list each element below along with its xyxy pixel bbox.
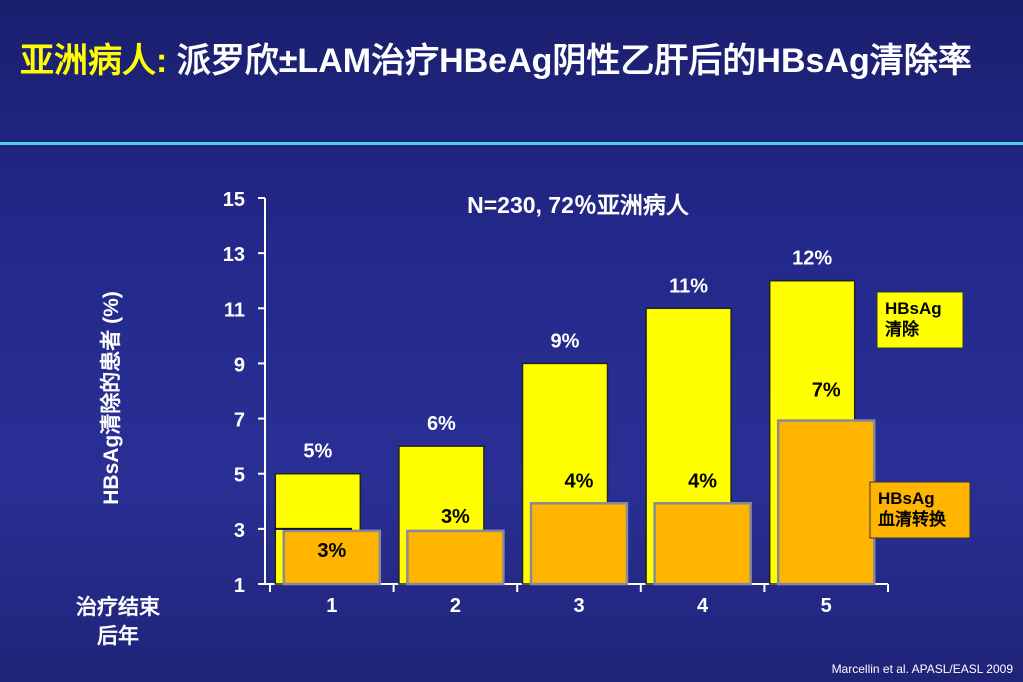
x-tick-label: 1 [326, 595, 337, 617]
y-tick-label: 9 [234, 354, 245, 376]
x-axis-label-line2: 后年 [97, 624, 139, 648]
y-tick-label: 7 [234, 410, 245, 432]
legend-clearance-line1: HBsAg [885, 299, 942, 318]
x-axis-label: 治疗结束 [76, 595, 161, 619]
bar-seroconversion [653, 502, 752, 586]
bar-seroconversion [776, 419, 876, 586]
title-divider [0, 142, 1023, 145]
y-tick-label: 5 [234, 465, 245, 487]
bar-seroconversion [529, 502, 629, 586]
y-tick-label: 11 [224, 299, 245, 321]
bar-seroconversion [282, 529, 382, 586]
data-label-seroconversion: 3% [441, 506, 470, 528]
data-label-seroconversion: 4% [688, 470, 717, 492]
x-tick-label: 5 [821, 595, 832, 617]
title-text: 派罗欣±LAM治疗HBeAg阴性乙肝后的HBsAg清除率 [167, 42, 972, 80]
data-label-seroconversion: 3% [317, 540, 346, 562]
legend-seroconversion-line2: 血清转换 [878, 509, 947, 529]
x-tick-label: 3 [573, 595, 584, 617]
y-tick-label: 3 [234, 520, 245, 542]
data-label-clearance: 6% [427, 413, 456, 435]
bar-seroconversion [406, 529, 505, 586]
legend-seroconversion-box [869, 481, 971, 539]
data-label-clearance: 11% [669, 275, 708, 297]
y-axis-label: HBsAg清除的患者 (%) [99, 291, 123, 505]
y-tick-label: 15 [223, 189, 245, 211]
data-label-seroconversion: 4% [565, 470, 594, 492]
legend-seroconversion-line1: HBsAg [878, 489, 935, 508]
x-tick-label: 2 [450, 595, 461, 617]
slide-title: 亚洲病人: 派罗欣±LAM治疗HBeAg阴性乙肝后的HBsAg清除率 [20, 38, 1010, 84]
legend-clearance-line2: 清除 [885, 319, 920, 339]
data-label-seroconversion: 7% [812, 380, 841, 402]
title-highlight: 亚洲病人: [20, 42, 168, 80]
y-tick-label: 13 [223, 244, 245, 266]
data-label-clearance: 9% [551, 330, 580, 352]
legend-clearance-box [876, 291, 964, 349]
x-tick-label: 4 [697, 595, 709, 617]
y-tick-label: 1 [234, 575, 245, 597]
chart-title: N=230, 72％亚洲病人 [467, 192, 690, 218]
data-label-clearance: 5% [303, 441, 332, 463]
data-label-clearance: 12% [792, 248, 832, 270]
citation: Marcellin et al. APASL/EASL 2009 [831, 662, 1013, 676]
